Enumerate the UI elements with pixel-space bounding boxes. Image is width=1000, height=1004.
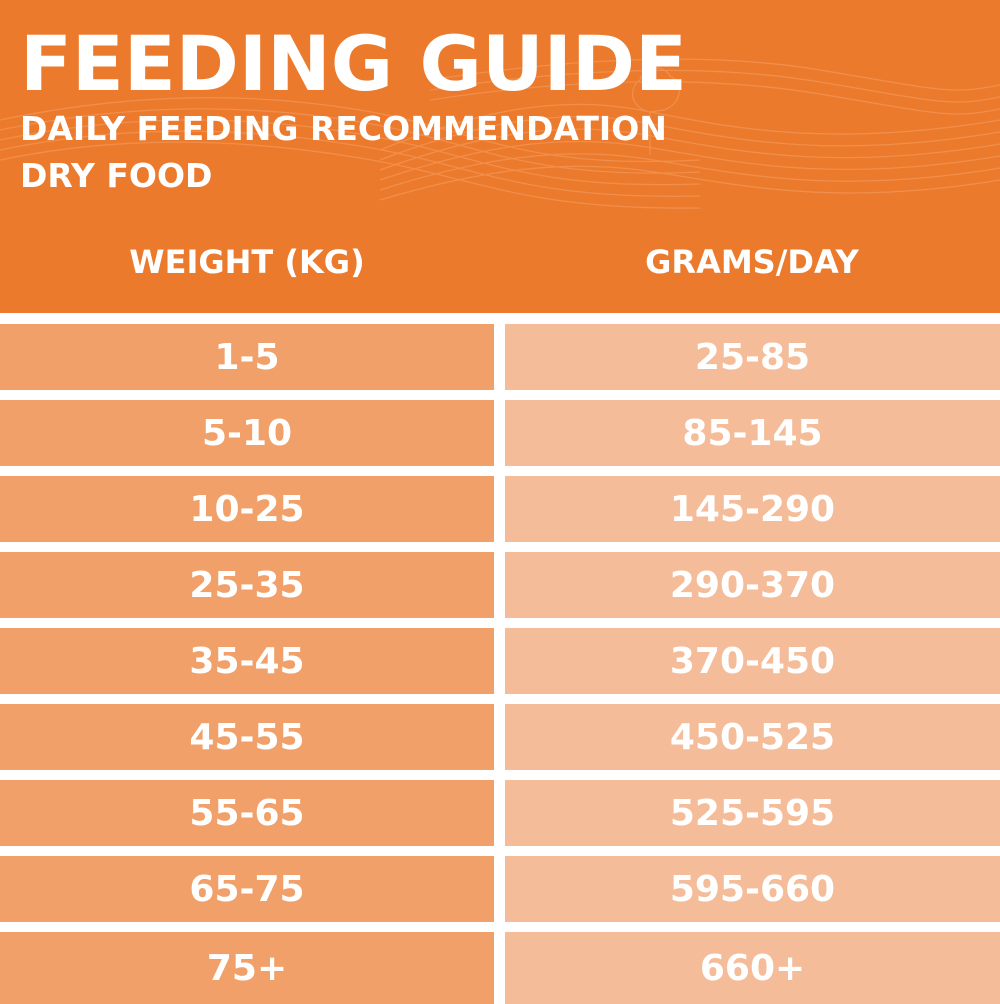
title-banner: FEEDING GUIDE DAILY FEEDING RECOMMENDATI… xyxy=(0,0,1000,212)
page-subtitle: DAILY FEEDING RECOMMENDATION xyxy=(20,109,667,148)
weight-cell: 1-5 xyxy=(0,324,494,390)
grams-cell: 660+ xyxy=(505,932,1000,1004)
grams-cell: 525-595 xyxy=(505,780,1000,846)
grams-cell: 25-85 xyxy=(505,324,1000,390)
table-row: 75+ 660+ xyxy=(0,932,1000,1004)
weight-cell: 5-10 xyxy=(0,400,494,466)
weight-cell: 10-25 xyxy=(0,476,494,542)
weight-cell: 45-55 xyxy=(0,704,494,770)
column-header-grams: GRAMS/DAY xyxy=(645,243,859,281)
grams-cell: 85-145 xyxy=(505,400,1000,466)
table-row: 1-5 25-85 xyxy=(0,324,1000,390)
grams-cell: 450-525 xyxy=(505,704,1000,770)
weight-cell: 35-45 xyxy=(0,628,494,694)
feeding-table-body: 1-5 25-85 5-10 85-145 10-25 145-290 25-3… xyxy=(0,324,1000,1004)
food-type-label: DRY FOOD xyxy=(20,156,213,195)
weight-cell: 75+ xyxy=(0,932,494,1004)
table-row: 35-45 370-450 xyxy=(0,628,1000,694)
weight-cell: 55-65 xyxy=(0,780,494,846)
grams-cell: 595-660 xyxy=(505,856,1000,922)
table-row: 25-35 290-370 xyxy=(0,552,1000,618)
grams-cell: 370-450 xyxy=(505,628,1000,694)
table-header: WEIGHT (KG) GRAMS/DAY xyxy=(0,212,1000,313)
table-row: 45-55 450-525 xyxy=(0,704,1000,770)
table-row: 5-10 85-145 xyxy=(0,400,1000,466)
weight-cell: 25-35 xyxy=(0,552,494,618)
table-row: 10-25 145-290 xyxy=(0,476,1000,542)
grams-cell: 145-290 xyxy=(505,476,1000,542)
landscape-line-art xyxy=(0,58,1000,209)
grams-cell: 290-370 xyxy=(505,552,1000,618)
table-row: 55-65 525-595 xyxy=(0,780,1000,846)
page-title: FEEDING GUIDE xyxy=(20,19,687,108)
weight-cell: 65-75 xyxy=(0,856,494,922)
column-header-weight: WEIGHT (KG) xyxy=(129,243,365,281)
table-row: 65-75 595-660 xyxy=(0,856,1000,922)
